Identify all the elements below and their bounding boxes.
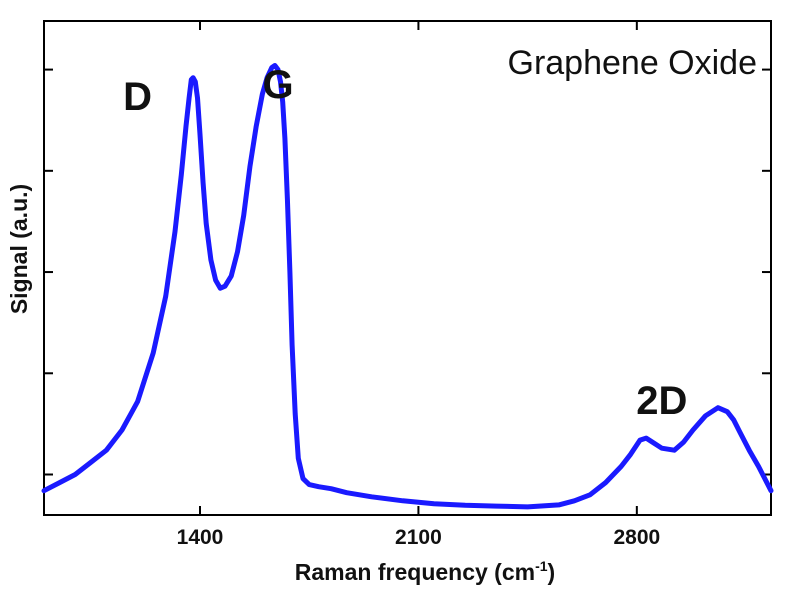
series-line [41,63,774,510]
x-axis-title-superscript: -1 [535,558,548,574]
x-tick-label: 1400 [177,526,224,549]
x-tick-label: 2100 [395,526,442,549]
peak-label: D [123,75,152,119]
y-axis-title: Signal (a.u.) [6,184,32,314]
x-axis-title: Raman frequency (cm-1) [295,558,555,585]
x-tick-labels: 1400 2100 2800 [177,526,661,549]
peak-labels: D G 2D [123,63,687,423]
x-tick-label: 2800 [613,526,660,549]
plot-frame [43,20,772,516]
peak-label: 2D [636,379,687,423]
peak-label: G [262,63,293,107]
chart-title: Graphene Oxide [508,44,758,82]
axis-ticks [44,21,771,515]
x-axis-title-end: ) [548,559,556,585]
